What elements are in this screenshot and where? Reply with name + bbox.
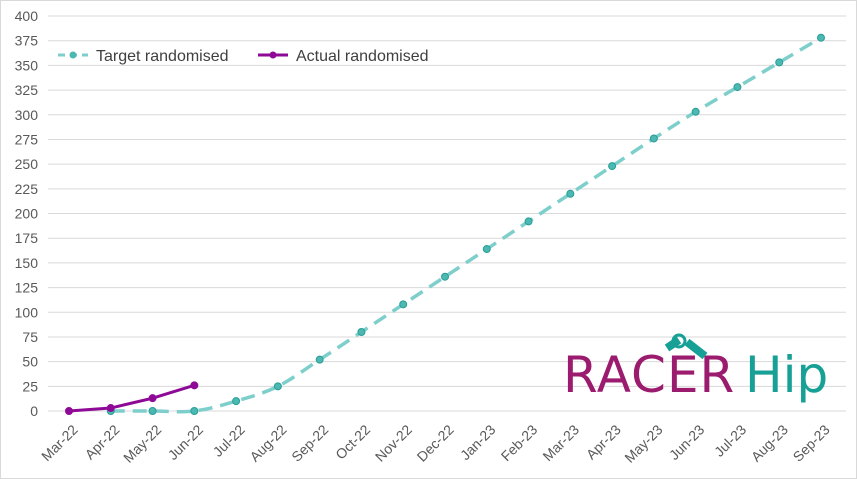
x-tick-label: Jun-22 [165, 421, 207, 463]
y-tick-label: 125 [15, 280, 39, 296]
y-tick-label: 225 [15, 181, 39, 197]
data-point [315, 355, 324, 364]
data-point [190, 407, 199, 415]
legend-swatch-marker [69, 51, 77, 59]
y-tick-label: 50 [22, 354, 38, 370]
data-point [524, 217, 533, 226]
x-tick-label: Aug-23 [748, 421, 791, 464]
x-tick-label: May-22 [120, 421, 164, 465]
logo-hip-text: Hip [745, 346, 828, 404]
x-tick-label: May-23 [621, 421, 665, 465]
data-point [273, 382, 282, 391]
x-tick-label: Jun-23 [666, 421, 708, 463]
y-tick-label: 300 [15, 107, 39, 123]
data-point [775, 58, 784, 67]
data-point [566, 189, 575, 198]
x-tick-label: Apr-22 [82, 421, 123, 462]
x-tick-label: Mar-23 [539, 421, 582, 464]
data-point [357, 328, 366, 336]
x-tick-label: Dec-22 [414, 421, 457, 464]
y-tick-label: 150 [15, 255, 39, 271]
data-point [817, 33, 825, 42]
logo-racer-text: RACER [563, 346, 735, 404]
data-point [148, 407, 157, 415]
series-line-1 [68, 383, 195, 413]
y-tick-label: 250 [15, 156, 39, 172]
gridlines [48, 15, 846, 412]
x-tick-label: Oct-22 [332, 421, 373, 462]
x-tick-label: Feb-23 [498, 421, 541, 464]
y-tick-label: 325 [15, 82, 39, 98]
data-point [65, 407, 73, 415]
data-point [190, 381, 199, 390]
x-tick-label: Nov-22 [372, 421, 415, 464]
legend-swatch-marker [269, 51, 277, 59]
y-tick-label: 25 [22, 378, 38, 394]
y-tick-label: 275 [15, 131, 39, 147]
x-tick-label: Mar-22 [38, 421, 81, 464]
y-tick-label: 175 [15, 230, 39, 246]
racerhip-logo: RACER Hip [563, 333, 828, 404]
y-tick-label: 0 [30, 403, 38, 419]
x-tick-label: Sep-23 [790, 421, 833, 464]
x-tick-label: Apr-23 [583, 421, 624, 462]
data-point [106, 404, 115, 413]
x-tick-label: Jul-23 [711, 421, 749, 459]
legend: Target randomised Actual randomised [58, 48, 429, 65]
legend-label: Target randomised [96, 48, 229, 65]
y-axis-ticks: 0 25 50 75 100 125 150 175 200 225 250 275 300 325 350… [15, 8, 39, 419]
x-tick-label: Jul-22 [210, 421, 248, 459]
data-point [482, 245, 491, 254]
y-tick-label: 400 [15, 8, 39, 24]
y-tick-label: 75 [22, 329, 38, 345]
data-point [441, 272, 449, 281]
data-point [691, 107, 700, 116]
y-tick-label: 375 [15, 33, 39, 49]
series-layer [65, 33, 825, 415]
data-point [148, 394, 157, 403]
y-tick-label: 350 [15, 57, 39, 73]
data-point [608, 162, 617, 171]
x-tick-label: Aug-22 [246, 421, 289, 464]
data-point [649, 134, 658, 143]
x-tick-label: Sep-22 [288, 421, 331, 464]
y-tick-label: 100 [15, 304, 39, 320]
legend-label: Actual randomised [296, 48, 429, 65]
data-point [399, 300, 408, 309]
data-point [232, 397, 241, 406]
x-tick-label: Jan-23 [457, 421, 499, 463]
data-point [733, 83, 742, 92]
logo-joint-icon [671, 333, 687, 349]
y-tick-label: 200 [15, 206, 39, 222]
